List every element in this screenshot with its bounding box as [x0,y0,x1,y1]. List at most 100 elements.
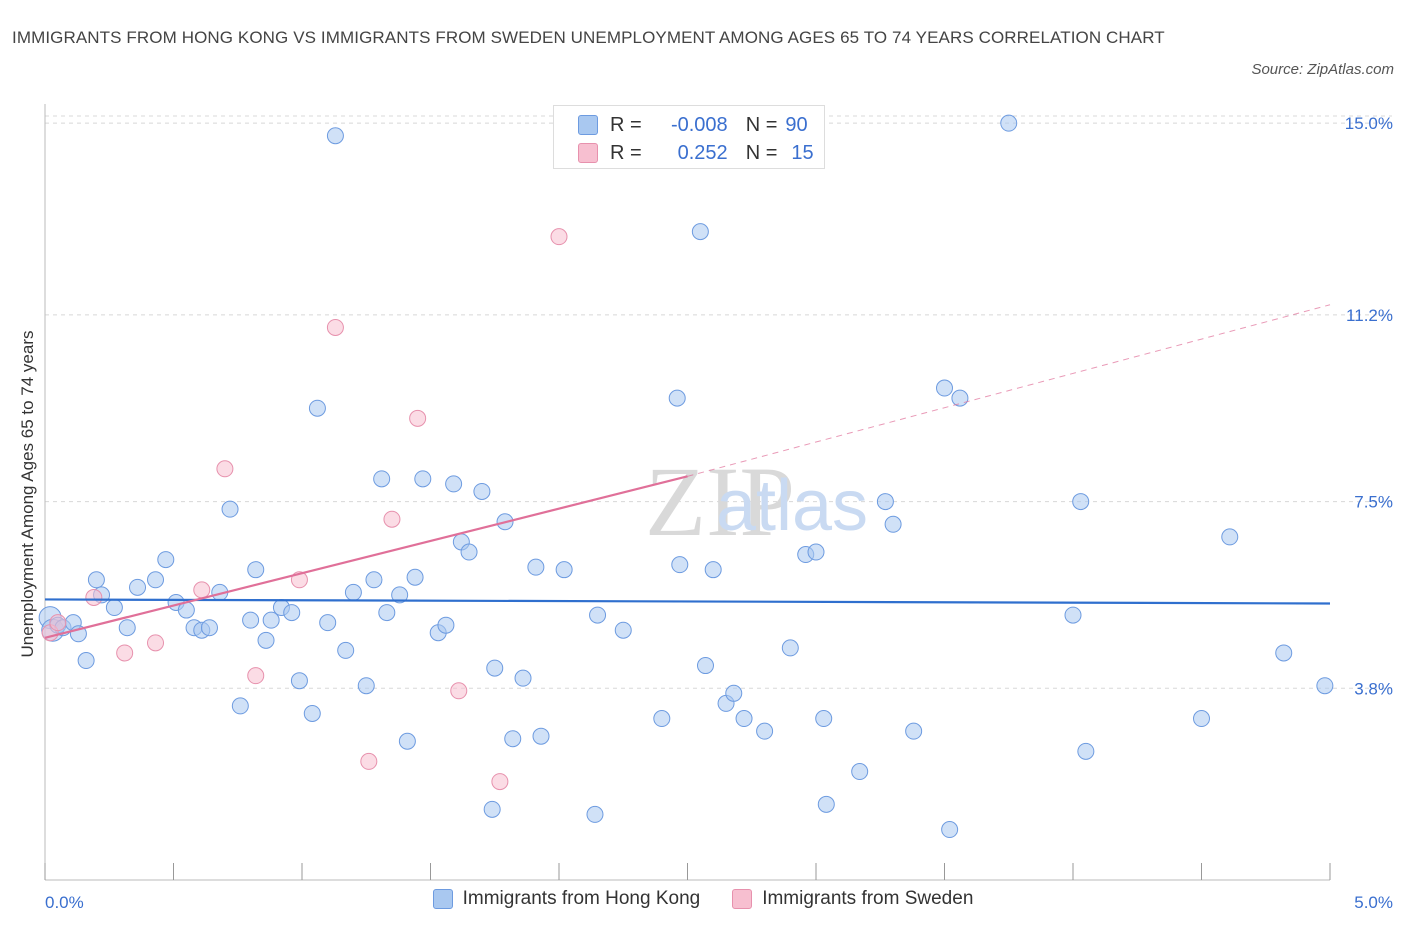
hong-kong-point [247,561,265,579]
legend-r-value: 0.252 [677,141,728,164]
hong-kong-point [653,710,671,728]
x-tick-label: 5.0% [1354,893,1393,912]
sweden-swatch [732,889,753,909]
hong-kong-point [936,379,953,397]
hong-kong-point [344,583,362,601]
hong-kong-point [200,619,218,637]
hong-kong-point [1000,114,1018,132]
sweden-point [383,510,401,528]
sweden-point [450,682,468,700]
sweden-point [247,667,265,685]
hong-kong-point [1077,742,1095,760]
hong-kong-point [781,639,799,657]
hong-kong-point [398,732,416,750]
hong-kong-point [941,821,959,839]
sweden-point [550,228,568,246]
hong-kong-point [473,482,491,500]
legend-row-hong-kong: R = -0.008 N = 90 [578,112,808,138]
hong-kong-point [483,800,501,818]
legend-row-sweden: R = 0.252 N = 15 [578,140,814,166]
y-tick-label: 15.0% [1345,114,1393,133]
hong-kong-point [414,470,432,488]
hong-kong-point [365,571,383,589]
series-legend: Immigrants from Hong Kong Immigrants fro… [0,888,1406,910]
hong-kong-point [290,672,308,690]
hong-kong-point [221,500,239,518]
hong-kong-point [614,621,632,639]
sweden-point [49,614,67,632]
hong-kong-point [884,515,902,533]
hong-kong-point [486,659,504,677]
hong-kong-point [504,730,522,748]
legend-r-label: R = [610,113,642,136]
hong-kong-point [817,795,835,813]
hong-kong-point [1064,606,1082,624]
hong-kong-point [696,657,714,675]
hong-kong-point [157,551,175,569]
hong-kong-point [105,599,123,617]
hong-kong-point [406,568,424,586]
hong-kong-point [514,669,532,687]
hong-kong-point [704,561,722,579]
legend-n-label: N = [745,113,778,136]
legend-n-value: 15 [791,141,814,164]
hong-kong-point [851,763,869,781]
sweden-point [193,581,211,599]
hong-kong-point [373,470,391,488]
sweden-point [360,752,378,770]
hong-kong-point [735,710,753,728]
sweden-swatch [578,143,598,163]
hong-kong-point [460,543,478,561]
hong-kong-point [1275,644,1293,662]
x-tick-label: 0.0% [45,893,84,912]
sweden-point [216,460,234,478]
hong-kong-point [262,611,280,629]
sweden-point [491,773,509,791]
sweden-point [326,318,344,336]
hong-kong-point [725,684,743,702]
hong-kong-point [231,697,249,715]
hong-kong-point [437,616,455,634]
y-tick-label: 11.2% [1346,306,1393,325]
legend-item-hong-kong[interactable]: Immigrants from Hong Kong [432,888,701,910]
hong-kong-point [378,604,396,622]
hong-kong-point [87,571,105,589]
hong-kong-point [391,586,409,604]
axes [44,104,1331,881]
watermark-zip: ZIP [645,446,795,557]
sweden-points [41,228,568,791]
sweden-trend-extension [687,304,1331,477]
chart-title: IMMIGRANTS FROM HONG KONG VS IMMIGRANTS … [12,28,1165,47]
legend-label-hong-kong: Immigrants from Hong Kong [462,888,701,909]
hong-kong-point [586,805,604,823]
hong-kong-point [1193,710,1210,728]
hong-kong-point [257,631,275,649]
hong-kong-point [1221,528,1239,546]
hong-kong-point [668,389,686,407]
hong-kong-point [303,704,321,722]
hong-kong-point [876,493,894,511]
hong-kong-point [527,558,545,576]
hong-kong-point [589,606,607,624]
hong-kong-point [807,543,825,561]
hong-kong-swatch [578,115,598,135]
tick-labels: 3.8% 7.5% 11.2% 15.0% 0.0% 5.0% [45,114,1393,912]
source-label: Source: ZipAtlas.com [1251,61,1394,78]
sweden-point [85,588,103,606]
hong-kong-point [1072,493,1090,511]
legend-item-sweden[interactable]: Immigrants from Sweden [732,888,973,910]
hong-kong-trend-line [44,598,1331,605]
hong-kong-point [242,611,260,629]
hong-kong-point [445,475,463,493]
sweden-trend-line [44,475,688,639]
hong-kong-point [118,619,136,637]
hong-kong-point [283,604,301,622]
hong-kong-point [905,722,923,740]
hong-kong-point [555,561,573,579]
hong-kong-point [671,556,689,574]
hong-kong-point [147,571,165,589]
legend-n-label: N = [745,141,778,164]
hong-kong-point [129,578,147,596]
hong-kong-swatch [432,889,453,909]
